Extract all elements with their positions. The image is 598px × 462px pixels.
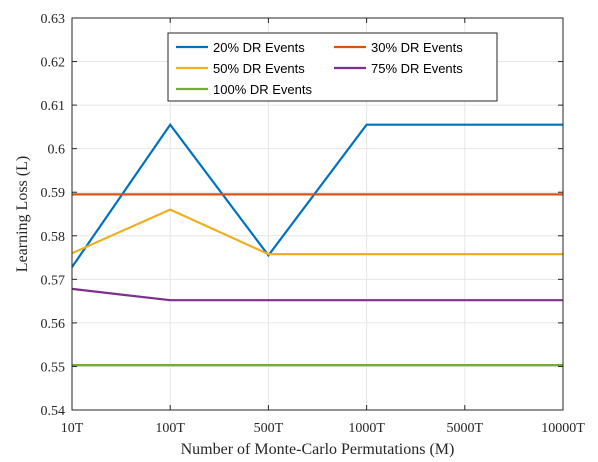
x-tick-label: 100T xyxy=(155,421,185,436)
y-axis-ticks: 0.54 0.55 0.56 0.57 0.58 0.59 0.6 0.61 0.62 0.63 xyxy=(41,12,563,419)
x-tick-label: 10000T xyxy=(541,421,585,436)
legend-label-4: 75% DR Events xyxy=(371,61,463,76)
y-tick-label: 0.61 xyxy=(41,99,66,114)
x-tick-label: 1000T xyxy=(348,421,385,436)
x-axis-ticks: 10T 100T 500T 1000T 5000T 10000T xyxy=(61,18,585,436)
legend: 20% DR Events 30% DR Events 50% DR Events 7… xyxy=(167,32,498,102)
y-tick-label: 0.63 xyxy=(41,12,66,27)
y-tick-label: 0.56 xyxy=(41,317,66,332)
y-axis-label: Learning Loss (L) xyxy=(14,156,31,272)
series-line-4 xyxy=(71,287,563,302)
y-tick-label: 0.62 xyxy=(41,56,66,71)
y-tick-label: 0.54 xyxy=(41,404,66,419)
y-tick-label: 0.58 xyxy=(41,230,66,245)
legend-label-5: 100% DR Events xyxy=(213,82,312,97)
legend-label-3: 50% DR Events xyxy=(213,61,305,76)
legend-box xyxy=(167,32,498,102)
x-tick-label: 10T xyxy=(61,421,84,436)
x-tick-label: 5000T xyxy=(447,421,484,436)
series-lines xyxy=(71,122,563,367)
series-line-3 xyxy=(71,208,563,256)
y-tick-label: 0.57 xyxy=(41,273,66,288)
y-tick-label: 0.6 xyxy=(48,143,66,158)
x-axis-label: Number of Monte-Carlo Permutations (M) xyxy=(181,441,455,458)
x-tick-label: 500T xyxy=(254,421,284,436)
legend-label-1: 20% DR Events xyxy=(213,40,305,55)
legend-label-2: 30% DR Events xyxy=(371,40,463,55)
series-line-1 xyxy=(71,122,563,268)
plot-frame xyxy=(71,17,564,411)
y-tick-label: 0.59 xyxy=(41,186,66,201)
y-tick-label: 0.55 xyxy=(41,360,66,375)
